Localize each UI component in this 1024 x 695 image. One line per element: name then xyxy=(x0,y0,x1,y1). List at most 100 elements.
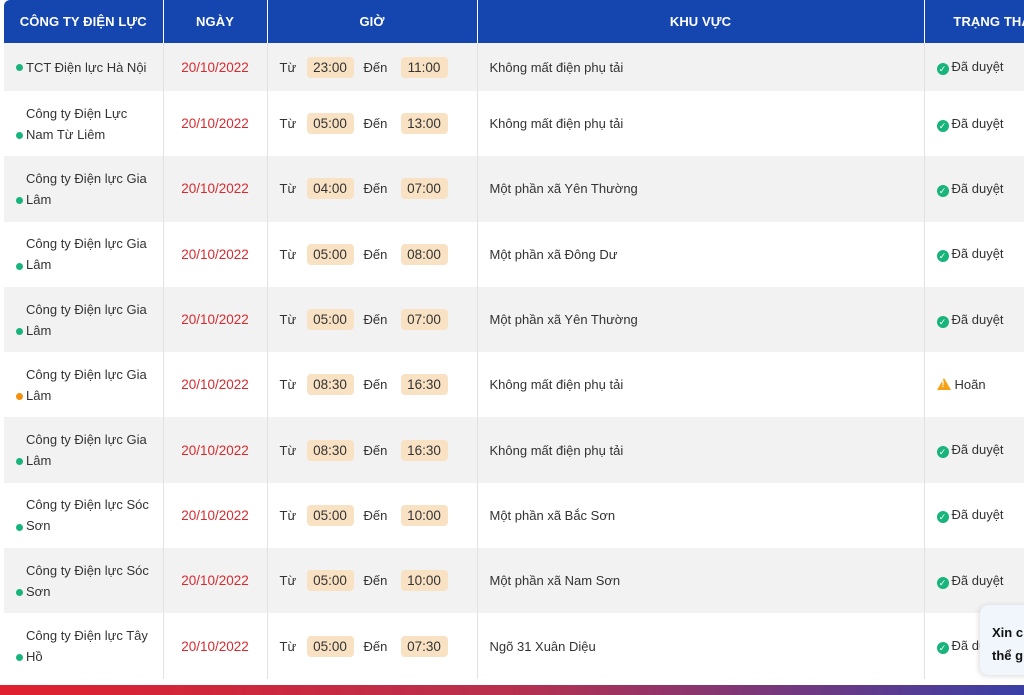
to-label: Đến xyxy=(363,638,388,654)
time-cell: Từ 05:00 Đến 08:00 xyxy=(267,221,478,287)
from-time-badge: 08:30 xyxy=(306,439,354,461)
from-time-badge: 05:00 xyxy=(306,113,354,135)
status-dot-icon xyxy=(16,262,23,270)
check-circle-icon: ✓ xyxy=(936,446,949,459)
to-time-badge: 10:00 xyxy=(400,570,448,592)
to-time-badge: 13:00 xyxy=(400,113,448,135)
to-label: Đến xyxy=(363,573,388,589)
table-row: Công ty Điện Lực Nam Từ Liêm 20/10/2022 Từ… xyxy=(4,91,1024,157)
header-status: TRẠNG THÁI xyxy=(924,0,1024,43)
status-label: Hoãn xyxy=(954,377,986,393)
warning-icon xyxy=(936,378,951,391)
time-cell: Từ 04:00 Đến 07:00 xyxy=(267,156,478,222)
from-label: Từ xyxy=(279,181,297,197)
time-cell: Từ 08:30 Đến 16:30 xyxy=(267,417,478,483)
time-cell: Từ 08:30 Đến 16:30 xyxy=(267,352,478,418)
check-circle-icon: ✓ xyxy=(936,511,949,524)
status-cell: Hoãn xyxy=(924,352,1024,418)
area-cell: Không mất điện phụ tải xyxy=(477,417,925,483)
date-cell: 20/10/2022 xyxy=(163,613,268,680)
company-name: Công ty Điện lực Tây Hồ xyxy=(26,628,148,665)
to-label: Đến xyxy=(363,181,388,197)
company-name: Công ty Điện lực Sóc Sơn xyxy=(26,497,149,534)
area-cell: Không mất điện phụ tải xyxy=(477,91,925,157)
outage-schedule-table: CÔNG TY ĐIỆN LỰC NGÀY GIỜ KHU VỰC TRẠNG … xyxy=(4,0,1024,680)
from-label: Từ xyxy=(279,116,297,132)
to-label: Đến xyxy=(363,116,388,132)
company-name: Công ty Điện lực Gia Lâm xyxy=(26,301,147,338)
status-label: Đã duyệt xyxy=(951,572,1004,588)
to-time-badge: 16:30 xyxy=(400,374,448,396)
status-label: Đã duyệt xyxy=(951,442,1004,458)
date-cell: 20/10/2022 xyxy=(163,417,268,483)
chat-popup[interactable]: Xin c thể g xyxy=(980,605,1024,675)
company-cell: TCT Điện lực Hà Nội xyxy=(4,43,164,91)
status-label: Đã duyệt xyxy=(951,115,1004,131)
status-dot-icon xyxy=(16,132,23,139)
time-cell: Từ 05:00 Đến 10:00 xyxy=(267,482,478,549)
to-time-badge: 07:00 xyxy=(400,309,448,331)
header-date: NGÀY xyxy=(163,0,268,43)
check-circle-icon: ✓ xyxy=(936,119,949,132)
to-label: Đến xyxy=(363,507,388,523)
to-label: Đến xyxy=(363,442,388,458)
date-cell: 20/10/2022 xyxy=(163,156,268,222)
to-time-badge: 07:30 xyxy=(400,635,448,657)
status-dot-icon xyxy=(16,393,23,401)
company-cell: Công ty Điện Lực Nam Từ Liêm xyxy=(4,91,164,157)
status-cell: ✓ Đã duyệt xyxy=(924,286,1024,353)
table-row: Công ty Điện lực Gia Lâm 20/10/2022 Từ 05:0… xyxy=(4,286,1024,353)
from-time-badge: 05:00 xyxy=(306,309,354,331)
to-time-badge: 16:30 xyxy=(400,439,448,461)
table-row: Công ty Điện lực Sóc Sơn 20/10/2022 Từ 05:0… xyxy=(4,548,1024,614)
company-name: Công ty Điện lực Sóc Sơn xyxy=(26,562,149,599)
from-time-badge: 05:00 xyxy=(306,635,354,657)
area-cell: Một phần xã Yên Thường xyxy=(477,286,925,353)
from-label: Từ xyxy=(279,377,297,393)
from-time-badge: 08:30 xyxy=(306,374,354,396)
to-label: Đến xyxy=(363,312,388,328)
check-circle-icon: ✓ xyxy=(936,576,949,589)
table-row: Công ty Điện lực Gia Lâm 20/10/2022 Từ 08:3… xyxy=(4,417,1024,483)
date-cell: 20/10/2022 xyxy=(163,221,268,287)
table-row: Công ty Điện lực Sóc Sơn 20/10/2022 Từ 05:0… xyxy=(4,482,1024,549)
to-label: Đến xyxy=(363,246,388,262)
date-cell: 20/10/2022 xyxy=(163,286,268,353)
from-time-badge: 05:00 xyxy=(306,570,354,592)
from-time-badge: 05:00 xyxy=(306,504,354,526)
status-dot-icon xyxy=(16,523,23,531)
table-row: Công ty Điện lực Gia Lâm 20/10/2022 Từ 04:0… xyxy=(4,156,1024,222)
check-circle-icon: ✓ xyxy=(936,63,949,75)
status-cell: ✓ Đã duyệt xyxy=(924,91,1024,157)
company-cell: Công ty Điện lực Gia Lâm xyxy=(4,286,164,353)
area-cell: Không mất điện phụ tải xyxy=(477,43,925,91)
table-row: Công ty Điện lực Gia Lâm 20/10/2022 Từ 08:3… xyxy=(4,352,1024,418)
to-label: Đến xyxy=(363,59,388,75)
date-cell: 20/10/2022 xyxy=(163,548,268,614)
from-label: Từ xyxy=(279,573,297,589)
area-cell: Một phần xã Yên Thường xyxy=(477,156,925,222)
status-cell: ✓ Đã duyệt xyxy=(924,221,1024,287)
area-cell: Ngõ 31 Xuân Diệu xyxy=(477,613,925,680)
outage-schedule-table-container: CÔNG TY ĐIỆN LỰC NGÀY GIỜ KHU VỰC TRẠNG … xyxy=(4,0,1024,695)
status-dot-icon xyxy=(16,327,23,335)
header-area: KHU VỰC xyxy=(477,0,925,43)
company-cell: Công ty Điện lực Tây Hồ xyxy=(4,613,164,680)
company-name: Công ty Điện lực Gia Lâm xyxy=(26,432,147,469)
date-cell: 20/10/2022 xyxy=(163,482,268,549)
company-name: TCT Điện lực Hà Nội xyxy=(26,59,147,75)
company-name: Công ty Điện lực Gia Lâm xyxy=(26,236,147,273)
company-cell: Công ty Điện lực Gia Lâm xyxy=(4,221,164,287)
from-label: Từ xyxy=(279,246,297,262)
status-dot-icon xyxy=(16,197,23,205)
to-time-badge: 07:00 xyxy=(400,178,448,200)
status-dot-icon xyxy=(16,654,23,662)
to-time-badge: 08:00 xyxy=(400,243,448,265)
area-cell: Một phần xã Bắc Sơn xyxy=(477,482,925,549)
status-cell: ✓ Đã duyệt xyxy=(924,417,1024,483)
table-header-row: CÔNG TY ĐIỆN LỰC NGÀY GIỜ KHU VỰC TRẠNG … xyxy=(4,0,1024,43)
company-cell: Công ty Điện lực Sóc Sơn xyxy=(4,548,164,614)
time-cell: Từ 05:00 Đến 07:00 xyxy=(267,286,478,353)
from-label: Từ xyxy=(279,638,297,654)
to-time-badge: 10:00 xyxy=(400,504,448,526)
